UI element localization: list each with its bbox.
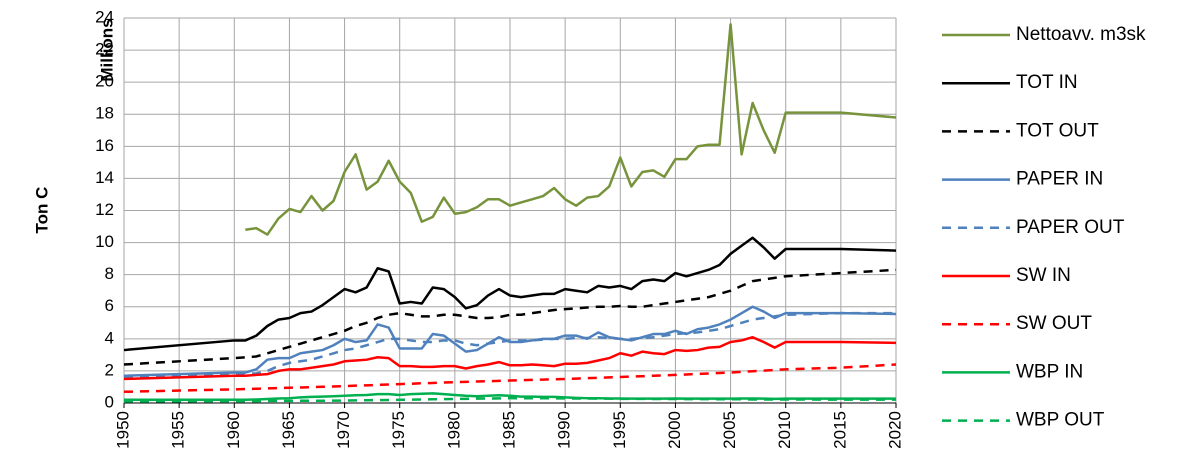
x-tick-label: 1985 bbox=[499, 411, 518, 449]
x-tick-label: 2000 bbox=[665, 411, 684, 449]
legend-label: SW OUT bbox=[1016, 313, 1092, 334]
legend-label: Nettoavv. m3sk bbox=[1016, 24, 1146, 45]
x-tick-label: 1950 bbox=[113, 411, 132, 449]
y-tick-label: 4 bbox=[105, 328, 114, 347]
x-tick-label: 2020 bbox=[885, 411, 904, 449]
series-line bbox=[123, 305, 897, 377]
y-tick-label: 2 bbox=[105, 360, 114, 379]
legend-label: TOT OUT bbox=[1016, 120, 1099, 141]
x-tick-label: 1965 bbox=[279, 411, 298, 449]
x-tick-label: 1960 bbox=[224, 411, 243, 449]
x-tick-label: 1955 bbox=[169, 411, 188, 449]
legend-label: WBP IN bbox=[1016, 361, 1083, 382]
x-tick-label: 1980 bbox=[444, 411, 463, 449]
x-tick-label: 1970 bbox=[334, 411, 353, 449]
y-tick-label: 8 bbox=[105, 264, 114, 283]
x-tick-label: 2015 bbox=[830, 411, 849, 449]
x-tick-label: 1975 bbox=[389, 411, 408, 449]
x-tick-label: 2005 bbox=[720, 411, 739, 449]
legend-label: PAPER OUT bbox=[1016, 217, 1125, 238]
y-tick-label: 14 bbox=[95, 168, 114, 187]
legend-label: WBP OUT bbox=[1016, 410, 1105, 431]
y-tick-label: 6 bbox=[105, 296, 114, 315]
series-line bbox=[245, 23, 897, 236]
series-line bbox=[123, 311, 896, 379]
series-line bbox=[123, 363, 897, 394]
x-tick-label: 1990 bbox=[555, 411, 574, 449]
y-tick-label: 0 bbox=[105, 392, 114, 411]
series-line bbox=[124, 392, 896, 402]
y-tick-label: 16 bbox=[95, 136, 114, 155]
legend-label: TOT IN bbox=[1016, 72, 1078, 93]
legend-label: PAPER IN bbox=[1016, 169, 1103, 190]
y-tick-label: 22 bbox=[95, 40, 114, 59]
series-line bbox=[123, 335, 897, 381]
x-tick-label: 1995 bbox=[610, 411, 629, 449]
y-tick-label: 12 bbox=[95, 200, 114, 219]
y-axis-title: Ton C bbox=[32, 187, 51, 234]
y-axis-unit: Millions bbox=[97, 18, 116, 81]
legend-label: SW IN bbox=[1016, 265, 1071, 286]
y-tick-label: 18 bbox=[95, 104, 114, 123]
series-line bbox=[123, 268, 897, 366]
series-line bbox=[123, 236, 897, 352]
y-tick-label: 10 bbox=[95, 232, 114, 251]
series-line bbox=[123, 396, 896, 403]
y-tick-label: 20 bbox=[95, 72, 114, 91]
y-tick-label: 24 bbox=[95, 7, 114, 26]
x-tick-label: 2010 bbox=[775, 411, 794, 449]
